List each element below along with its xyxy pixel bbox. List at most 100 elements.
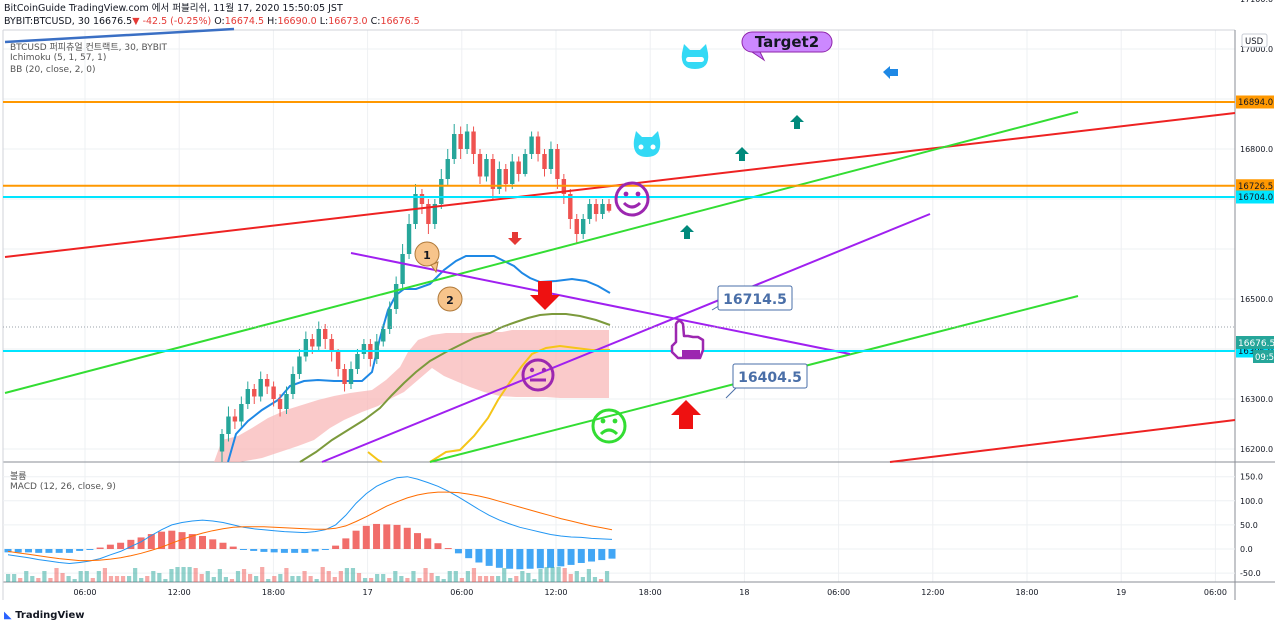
candle bbox=[503, 164, 508, 192]
volume-bar bbox=[580, 577, 585, 582]
candle bbox=[484, 154, 489, 182]
green-channel-upper[interactable] bbox=[4, 111, 1079, 394]
macd-hist-bar bbox=[168, 530, 176, 549]
macd-hist-bar bbox=[444, 548, 452, 550]
volume-bar bbox=[592, 577, 598, 582]
volume-bar bbox=[562, 568, 567, 582]
volume-bar bbox=[187, 567, 192, 582]
volume-bar bbox=[217, 569, 222, 582]
time-tick-label: 06:00 bbox=[450, 588, 473, 597]
candle bbox=[387, 301, 392, 334]
volume-bar bbox=[296, 576, 301, 582]
svg-text:16714.5: 16714.5 bbox=[723, 292, 787, 308]
candle bbox=[477, 149, 483, 184]
volume-bar bbox=[193, 568, 198, 582]
target-callout[interactable]: Target2 bbox=[741, 31, 833, 62]
time-axis[interactable]: 06:00 12:00 18:00 17 06:00 12:00 18:00 18 06:00 1… bbox=[73, 588, 1226, 597]
last-price-label: 16676.5 09:56 bbox=[1236, 336, 1280, 363]
volume-bar bbox=[369, 578, 374, 582]
volume-bar bbox=[60, 573, 65, 582]
svg-text:USD: USD bbox=[1245, 37, 1264, 47]
symbol[interactable]: BYBIT:BTCUSD, 30 bbox=[4, 16, 90, 27]
volume-bar bbox=[266, 579, 271, 582]
volume-bar bbox=[133, 568, 138, 582]
candle bbox=[271, 381, 276, 407]
red-trendline-lower[interactable] bbox=[889, 419, 1236, 463]
macd-hist-bar bbox=[127, 539, 135, 549]
volume-bar bbox=[483, 576, 489, 582]
candle bbox=[587, 199, 592, 224]
legend-ichimoku[interactable]: Ichimoku (5, 1, 57, 1) bbox=[10, 53, 107, 63]
legend-macd[interactable]: MACD (12, 26, close, 9) bbox=[10, 482, 116, 492]
legend-main[interactable]: BTCUSD 퍼피츄얼 컨트랙트, 30, BYBIT bbox=[10, 43, 168, 53]
macd-hist-bar bbox=[147, 534, 155, 549]
arrow-up-icon bbox=[790, 115, 804, 129]
volume-bar bbox=[66, 576, 71, 582]
volume-bar bbox=[399, 576, 404, 582]
volume-bar bbox=[290, 576, 295, 582]
macd-hist-bar bbox=[55, 549, 63, 553]
volume-bar bbox=[114, 576, 120, 582]
volume-bar bbox=[314, 579, 319, 582]
macd-hist-bar bbox=[219, 542, 227, 549]
macd-hist-bar bbox=[270, 549, 278, 553]
candle bbox=[284, 386, 289, 414]
volume-bar bbox=[284, 568, 289, 582]
candle bbox=[400, 244, 405, 289]
arrow-up-icon bbox=[680, 225, 694, 239]
price-callout-low[interactable]: 16404.5 bbox=[725, 363, 808, 399]
wave-badge-2[interactable]: 2 bbox=[437, 286, 463, 312]
svg-text:16676.5: 16676.5 bbox=[1238, 339, 1275, 349]
candle bbox=[219, 429, 225, 462]
happy-face-icon bbox=[614, 181, 650, 217]
tradingview-logo[interactable]: ◣ TradingView bbox=[4, 610, 85, 621]
price-callout-high[interactable]: 16714.5 bbox=[711, 285, 793, 311]
macd-hist-bar bbox=[342, 538, 350, 549]
volume-bar bbox=[320, 567, 325, 582]
macd-hist-bar bbox=[301, 549, 309, 553]
macd-hist-bar bbox=[158, 531, 166, 549]
candle bbox=[555, 144, 560, 189]
time-tick-label: 19 bbox=[1116, 588, 1126, 597]
time-tick-label: 17 bbox=[363, 588, 373, 597]
level-label-bg bbox=[1236, 95, 1274, 109]
volume-bar bbox=[205, 571, 210, 582]
purple-trendline-ascending[interactable] bbox=[321, 213, 931, 463]
macd-hist-bar bbox=[393, 524, 401, 549]
price-axis[interactable]: 17600.017500.017400.017300.017100.017000… bbox=[1240, 0, 1273, 454]
svg-text:Target2: Target2 bbox=[755, 33, 819, 51]
macd-hist-bar bbox=[76, 549, 84, 551]
macd-hist-bar bbox=[239, 549, 247, 550]
volume-bar bbox=[604, 571, 610, 582]
blue-trendline[interactable] bbox=[4, 27, 235, 44]
legend-volume[interactable]: 볼륨 bbox=[10, 472, 27, 482]
sad-face-icon bbox=[591, 408, 627, 444]
volume-bar bbox=[375, 574, 380, 582]
volume-bar bbox=[108, 576, 114, 582]
candle bbox=[361, 339, 367, 359]
candle bbox=[252, 384, 257, 404]
volume-bar bbox=[459, 578, 464, 582]
volume-bar bbox=[502, 568, 507, 582]
volume-bar bbox=[362, 578, 368, 582]
close-value: 16676.5 bbox=[380, 16, 420, 27]
time-tick-label: 18:00 bbox=[262, 588, 285, 597]
volume-bar bbox=[241, 569, 247, 582]
candle bbox=[258, 371, 263, 402]
wave-badge-1[interactable]: 1 bbox=[414, 241, 440, 274]
volume-bar bbox=[199, 574, 204, 582]
publish-info: BitCoinGuide TradingView.com 에서 퍼블리쉬, 11… bbox=[4, 3, 343, 14]
candle bbox=[297, 349, 302, 379]
svg-text:16404.5: 16404.5 bbox=[738, 370, 802, 386]
volume-bar bbox=[6, 574, 11, 582]
macd-hist-bar bbox=[45, 549, 53, 553]
volume-bar bbox=[84, 571, 89, 582]
macd-hist-bar bbox=[424, 538, 432, 549]
legend-bb[interactable]: BB (20, close, 2, 0) bbox=[10, 65, 96, 75]
macd-hist-bar bbox=[250, 549, 258, 551]
volume-bar bbox=[465, 571, 470, 582]
currency-badge[interactable]: USD bbox=[1241, 33, 1268, 48]
volume-bar bbox=[514, 576, 519, 582]
macd-hist-bar bbox=[229, 546, 237, 549]
